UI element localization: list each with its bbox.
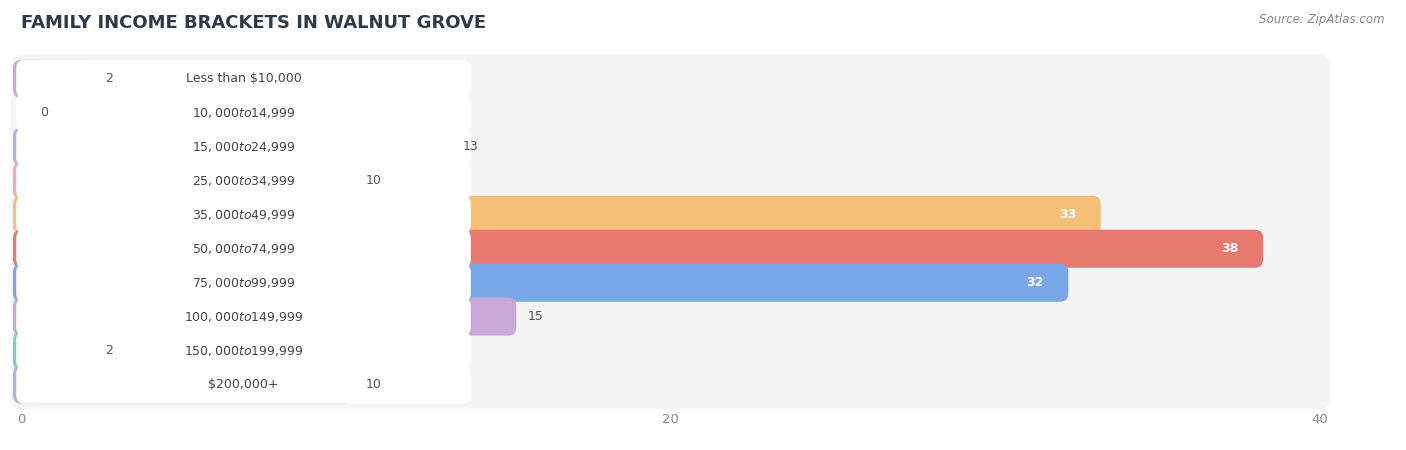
Text: Source: ZipAtlas.com: Source: ZipAtlas.com [1260,14,1385,27]
FancyBboxPatch shape [17,196,471,234]
FancyBboxPatch shape [11,122,1330,171]
Text: Less than $10,000: Less than $10,000 [186,72,301,86]
FancyBboxPatch shape [11,54,1330,104]
FancyBboxPatch shape [17,230,471,268]
FancyBboxPatch shape [13,264,1069,302]
Text: $10,000 to $14,999: $10,000 to $14,999 [191,106,295,120]
FancyBboxPatch shape [11,224,1330,273]
FancyBboxPatch shape [17,264,471,302]
Text: 2: 2 [105,72,114,86]
Text: $15,000 to $24,999: $15,000 to $24,999 [191,140,295,154]
Text: 15: 15 [527,310,544,323]
Text: 38: 38 [1222,242,1239,255]
FancyBboxPatch shape [13,230,1263,268]
FancyBboxPatch shape [17,162,471,200]
FancyBboxPatch shape [17,128,471,166]
FancyBboxPatch shape [11,156,1330,205]
FancyBboxPatch shape [13,332,94,369]
Text: 10: 10 [366,174,381,187]
Text: 2: 2 [105,344,114,357]
Text: $100,000 to $149,999: $100,000 to $149,999 [184,310,304,324]
FancyBboxPatch shape [17,365,471,404]
FancyBboxPatch shape [17,297,471,336]
FancyBboxPatch shape [13,297,516,336]
Text: $150,000 to $199,999: $150,000 to $199,999 [184,344,304,358]
FancyBboxPatch shape [13,196,1101,234]
Text: $25,000 to $34,999: $25,000 to $34,999 [191,174,295,188]
Text: $50,000 to $74,999: $50,000 to $74,999 [191,242,295,256]
FancyBboxPatch shape [11,360,1330,409]
Text: $75,000 to $99,999: $75,000 to $99,999 [191,276,295,290]
Text: 10: 10 [366,378,381,391]
Text: 33: 33 [1059,208,1077,221]
FancyBboxPatch shape [13,162,354,200]
Text: $35,000 to $49,999: $35,000 to $49,999 [191,208,295,222]
Text: 13: 13 [463,140,478,153]
FancyBboxPatch shape [11,292,1330,341]
FancyBboxPatch shape [11,326,1330,375]
FancyBboxPatch shape [13,365,354,404]
FancyBboxPatch shape [11,258,1330,307]
FancyBboxPatch shape [11,190,1330,239]
FancyBboxPatch shape [13,128,451,166]
Text: $200,000+: $200,000+ [208,378,278,391]
Text: 0: 0 [41,106,49,119]
FancyBboxPatch shape [13,60,94,98]
FancyBboxPatch shape [17,94,471,132]
Text: 32: 32 [1026,276,1045,289]
FancyBboxPatch shape [11,88,1330,137]
FancyBboxPatch shape [17,332,471,369]
Text: FAMILY INCOME BRACKETS IN WALNUT GROVE: FAMILY INCOME BRACKETS IN WALNUT GROVE [21,14,486,32]
FancyBboxPatch shape [17,60,471,98]
